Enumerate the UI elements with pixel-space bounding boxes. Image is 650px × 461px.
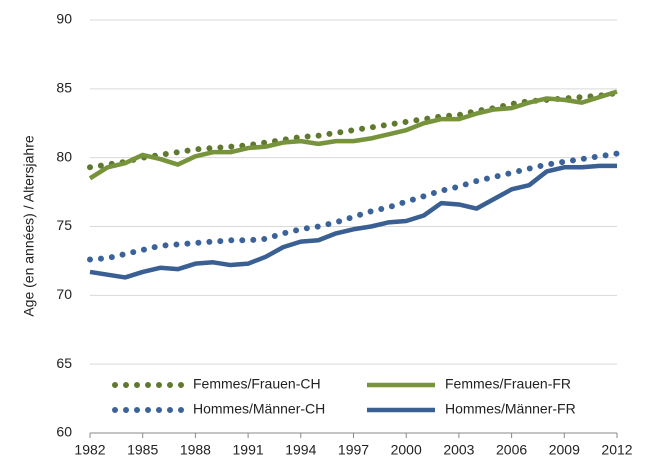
series-line [88,89,618,181]
y-tick-label: 60 [56,424,72,440]
legend-label: Femmes/Frauen-FR [445,376,571,392]
x-tick-label: 2009 [549,442,580,458]
legend-label: Hommes/Männer-CH [193,401,325,417]
y-tick-label: 80 [56,148,72,164]
y-tick-label: 65 [56,355,72,371]
x-tick-label: 2000 [391,442,422,458]
x-tick-label: 1982 [74,442,105,458]
series-line [87,150,620,263]
x-tick-label: 2006 [496,442,527,458]
x-tick-label: 2012 [601,442,632,458]
x-tick-label: 1994 [285,442,316,458]
x-tick-label: 2003 [443,442,474,458]
x-tick-label: 1997 [338,442,369,458]
legend-label: Hommes/Männer-FR [445,401,576,417]
y-tick-label: 75 [56,217,72,233]
series-line [87,89,620,171]
y-tick-label: 70 [56,286,72,302]
y-tick-label: 85 [56,80,72,96]
y-tick-label: 90 [56,11,72,27]
x-tick-label: 1991 [233,442,264,458]
x-tick-label: 1988 [180,442,211,458]
legend-label: Femmes/Frauen-CH [193,376,321,392]
y-axis-label: Age (en années) / Altersjahre [21,135,37,317]
x-tick-label: 1985 [127,442,158,458]
series-line [89,163,617,280]
